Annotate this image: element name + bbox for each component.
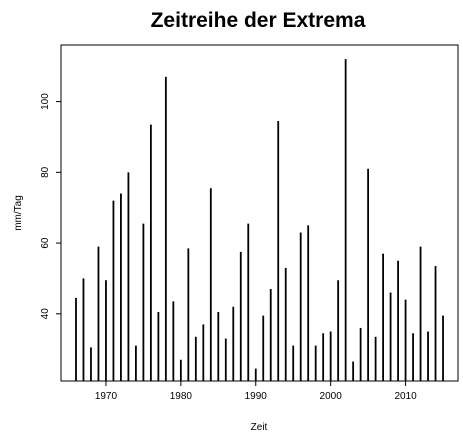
y-tick-label-60: 60 [40,237,51,249]
y-axis-label: mm/Tag [13,195,24,231]
x-tick-label-1970: 1970 [95,391,118,402]
x-axis-label: Zeit [251,422,268,433]
chart-title: Zeitreihe der Extrema [151,9,366,32]
x-tick-label-2000: 2000 [320,391,343,402]
x-tick-label-1980: 1980 [170,391,193,402]
x-axis: 1970 1980 1990 2000 2010 [95,381,417,402]
y-tick-label-80: 80 [40,166,51,178]
y-tick-label-40: 40 [40,308,51,320]
y-axis: 40 60 80 100 [40,93,61,320]
y-tick-label-100: 100 [40,93,51,110]
plot-frame [60,44,459,382]
x-tick-label-1990: 1990 [245,391,268,402]
x-tick-label-2010: 2010 [394,391,417,402]
bars-group [75,59,444,381]
